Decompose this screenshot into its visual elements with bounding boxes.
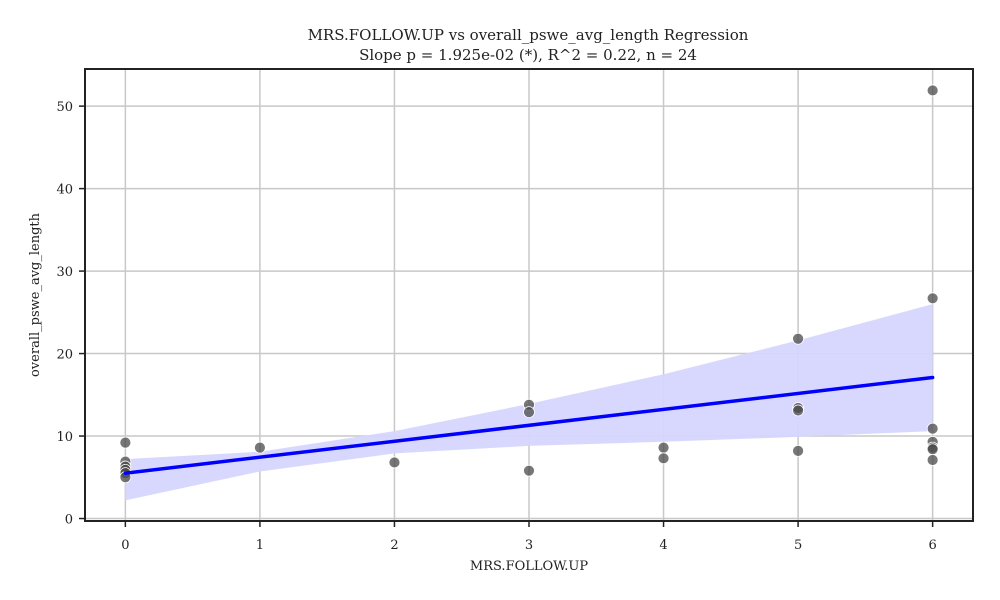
chart-subtitle: Slope p = 1.925e-02 (*), R^2 = 0.22, n =… — [359, 46, 697, 64]
y-tick-label: 30 — [56, 265, 73, 280]
x-axis-label: MRS.FOLLOW.UP — [470, 559, 588, 574]
data-point — [926, 292, 939, 305]
regression-line — [123, 375, 935, 475]
data-point — [388, 456, 401, 469]
x-tick-label: 2 — [390, 538, 398, 553]
x-tick-label: 4 — [659, 538, 667, 553]
x-tick-label: 6 — [928, 538, 936, 553]
x-tick-label: 3 — [525, 538, 533, 553]
chart-title: MRS.FOLLOW.UP vs overall_pswe_avg_length… — [308, 26, 749, 44]
data-point — [523, 464, 535, 477]
data-point — [523, 406, 535, 419]
y-tick-label: 10 — [56, 430, 73, 445]
data-point — [926, 422, 939, 435]
data-point — [254, 441, 266, 454]
x-tick-label: 5 — [794, 538, 802, 553]
y-axis-label: overall_pswe_avg_length — [28, 212, 43, 377]
y-tick-label: 0 — [65, 513, 73, 528]
data-point — [792, 404, 804, 417]
y-tick-label: 40 — [56, 183, 73, 198]
y-tick-label: 50 — [56, 100, 73, 115]
regression-fit-line — [123, 375, 935, 475]
data-point — [657, 452, 670, 465]
data-point — [926, 454, 939, 466]
data-point — [792, 444, 804, 457]
confidence-band — [125, 304, 933, 501]
y-tick-label: 20 — [56, 348, 73, 363]
data-point — [119, 436, 132, 449]
data-point — [792, 332, 804, 345]
data-point — [926, 84, 939, 97]
confidence-band-area — [125, 304, 933, 501]
x-tick-label: 1 — [256, 538, 264, 553]
x-tick-label: 0 — [121, 538, 129, 553]
grid-lines — [85, 69, 973, 521]
scatter-points — [119, 84, 939, 484]
data-point — [657, 441, 670, 454]
axis-ticks: 0 1 2 3 4 5 6 0 10 20 30 40 50 — [56, 100, 936, 553]
data-point — [926, 443, 939, 456]
